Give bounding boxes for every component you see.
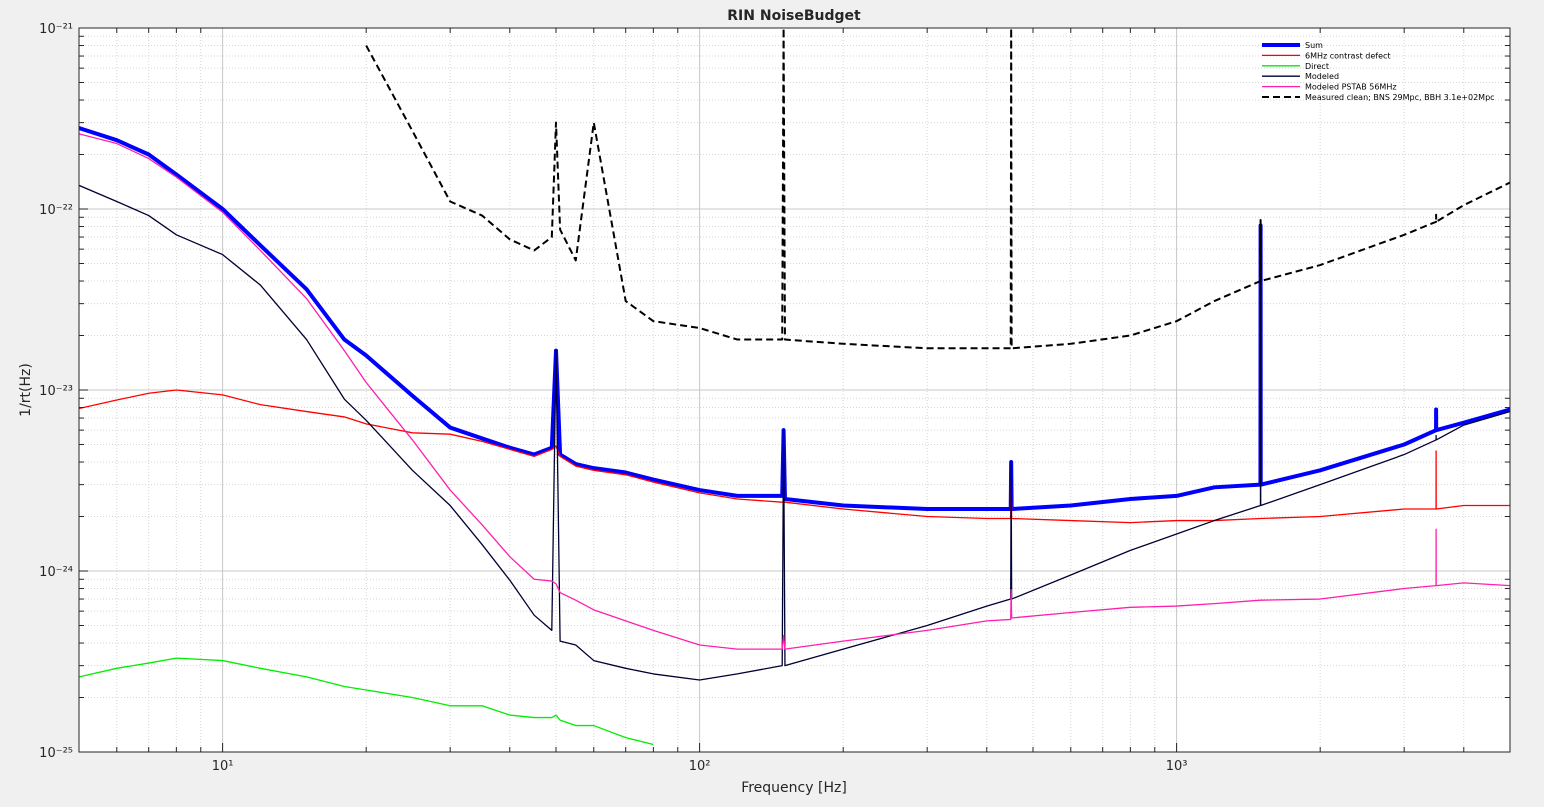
y-tick-label: 10⁻²² — [39, 203, 73, 218]
legend-label: Direct — [1305, 62, 1329, 71]
legend-label: Sum — [1305, 41, 1323, 50]
y-tick-label: 10⁻²⁵ — [39, 746, 73, 761]
y-axis-label: 1/rt(Hz) — [18, 363, 34, 417]
lines — [79, 28, 1510, 746]
series-line — [79, 389, 1510, 524]
x-tick-label: 10³ — [1166, 759, 1188, 774]
series-line — [79, 657, 654, 746]
legend-label: 6MHz contrast defect — [1305, 51, 1391, 60]
y-tick-label: 10⁻²¹ — [39, 22, 73, 37]
x-tick-label: 10¹ — [212, 759, 234, 774]
ticks: 10¹ 10² 10³ 10⁻²⁵ 10⁻²⁴ 10⁻²³ 10⁻²² 10⁻²¹ — [39, 22, 1510, 774]
legend-label: Modeled PSTAB 56MHz — [1305, 83, 1397, 92]
y-tick-label: 10⁻²⁴ — [39, 565, 73, 580]
series-line — [365, 28, 1510, 350]
chart-title: RIN NoiseBudget — [727, 8, 861, 24]
series-line — [79, 133, 1510, 650]
x-tick-label: 10² — [689, 759, 711, 774]
legend-label: Measured clean; BNS 29Mpc, BBH 3.1e+02Mp… — [1305, 93, 1495, 102]
x-axis-label: Frequency [Hz] — [741, 780, 847, 796]
legend-label: Modeled — [1305, 72, 1339, 81]
series-line — [79, 184, 1510, 681]
y-tick-label: 10⁻²³ — [39, 384, 73, 399]
